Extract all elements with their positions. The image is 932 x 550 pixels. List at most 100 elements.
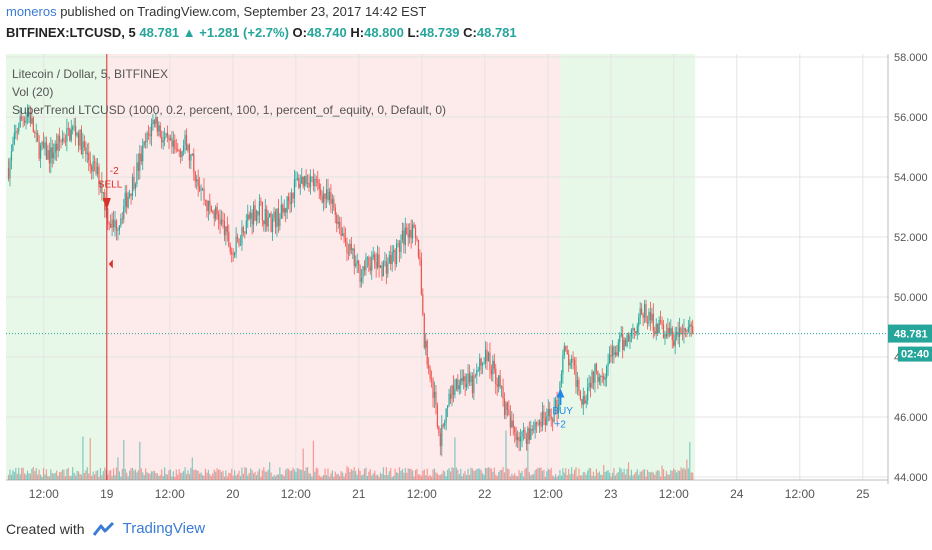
volume-bar xyxy=(317,468,319,480)
volume-bar xyxy=(686,459,688,480)
candle-body xyxy=(533,429,535,431)
high-value: 48.800 xyxy=(364,25,404,40)
volume-bar xyxy=(312,440,315,480)
volume-bar xyxy=(460,468,462,480)
volume-bar xyxy=(649,472,651,480)
volume-bar xyxy=(234,470,236,480)
volume-bar xyxy=(468,475,471,480)
candle-body xyxy=(632,328,634,330)
author-link[interactable]: moneros xyxy=(6,4,57,19)
volume-bar xyxy=(266,471,268,480)
candle-body xyxy=(680,327,682,334)
volume-bar xyxy=(7,474,10,480)
volume-bar xyxy=(350,469,352,480)
candle-body xyxy=(263,220,265,225)
volume-bar xyxy=(245,467,247,480)
candle-body xyxy=(187,144,189,151)
volume-bar xyxy=(289,470,291,480)
countdown-value: 02:40 xyxy=(901,349,929,361)
symbol-label[interactable]: BITFINEX:LTCUSD, 5 xyxy=(6,25,136,40)
volume-bar xyxy=(398,467,401,480)
volume-bar xyxy=(467,468,469,480)
candle-body xyxy=(444,422,446,426)
candle-body xyxy=(228,231,230,247)
candle-body xyxy=(261,201,263,221)
volume-bar xyxy=(13,471,15,480)
candle-body xyxy=(422,294,424,314)
candle-body xyxy=(63,138,65,142)
price-axis[interactable]: 58.00056.00054.00052.00050.00048.00046.0… xyxy=(894,52,928,484)
volume-bar xyxy=(88,473,90,480)
candle-body xyxy=(336,214,338,224)
candle-body xyxy=(617,342,619,356)
candle-body xyxy=(260,201,262,203)
candle-body xyxy=(219,219,221,225)
candle-body xyxy=(429,368,431,379)
volume-bar xyxy=(48,476,50,480)
candle-body xyxy=(242,227,244,233)
candle-body xyxy=(576,379,579,387)
candle-body xyxy=(359,265,361,282)
x-tick-label: 12:00 xyxy=(29,487,59,501)
volume-bar xyxy=(264,471,266,480)
time-axis[interactable]: 12:00 19 12:00 20 12:00 21 12:00 22 12:00 23 12:00… xyxy=(29,487,870,501)
volume-bar xyxy=(185,474,188,480)
volume-bar xyxy=(203,475,205,480)
volume-bar xyxy=(436,473,439,480)
volume-bar xyxy=(31,468,33,480)
candle-body xyxy=(645,304,647,322)
candle-body xyxy=(490,369,492,375)
price-chart[interactable]: -2 SELL BUY +2 58.000 56.000 54.000 52.000 50.0… xyxy=(0,48,932,512)
volume-bar xyxy=(77,471,80,480)
volume-bar xyxy=(518,470,520,480)
volume-bar xyxy=(292,467,294,480)
volume-bar xyxy=(565,468,567,480)
volume-bar xyxy=(441,473,443,480)
volume-bar xyxy=(651,471,653,480)
candle-body xyxy=(382,262,385,277)
candle-body xyxy=(689,324,691,327)
volume-bar xyxy=(29,473,32,480)
candle-body xyxy=(379,265,382,268)
volume-bar xyxy=(108,470,110,480)
candle-body xyxy=(376,254,379,268)
candle-body xyxy=(269,213,271,218)
tradingview-brand[interactable]: TradingView xyxy=(122,520,206,537)
volume-bar xyxy=(432,469,434,480)
candle-body xyxy=(178,149,180,152)
candle-body xyxy=(85,147,87,155)
candle-body xyxy=(61,138,64,142)
volume-bar xyxy=(96,470,99,480)
volume-bar xyxy=(426,468,428,480)
y-tick-label: 58.000 xyxy=(894,52,928,64)
open-label: O: xyxy=(292,25,307,40)
volume-bar xyxy=(639,471,641,480)
volume-bar xyxy=(206,472,208,480)
candle-body xyxy=(150,124,153,137)
candle-body xyxy=(502,386,504,399)
volume-bar xyxy=(563,472,565,480)
volume-bar xyxy=(600,474,602,480)
candle-body xyxy=(369,265,371,271)
candle-body xyxy=(18,127,20,132)
candle-body xyxy=(161,136,163,143)
volume-bar xyxy=(149,474,151,480)
volume-bar xyxy=(374,470,376,480)
candle-body xyxy=(82,141,84,155)
candle-body xyxy=(58,135,61,142)
volume-bar xyxy=(260,476,262,480)
candle-body xyxy=(298,178,300,188)
candle-body xyxy=(182,145,185,152)
volume-bar xyxy=(474,470,476,480)
candle-body xyxy=(317,179,319,184)
volume-bar xyxy=(509,476,511,480)
volume-bar xyxy=(614,475,616,480)
publish-info: moneros published on TradingView.com, Se… xyxy=(6,4,426,19)
candle-body xyxy=(29,111,32,124)
candle-body xyxy=(47,149,49,160)
candle-body xyxy=(45,142,48,160)
volume-bar xyxy=(422,470,424,480)
candle-body xyxy=(172,140,174,147)
candle-body xyxy=(324,193,326,200)
candle-body xyxy=(492,360,494,375)
